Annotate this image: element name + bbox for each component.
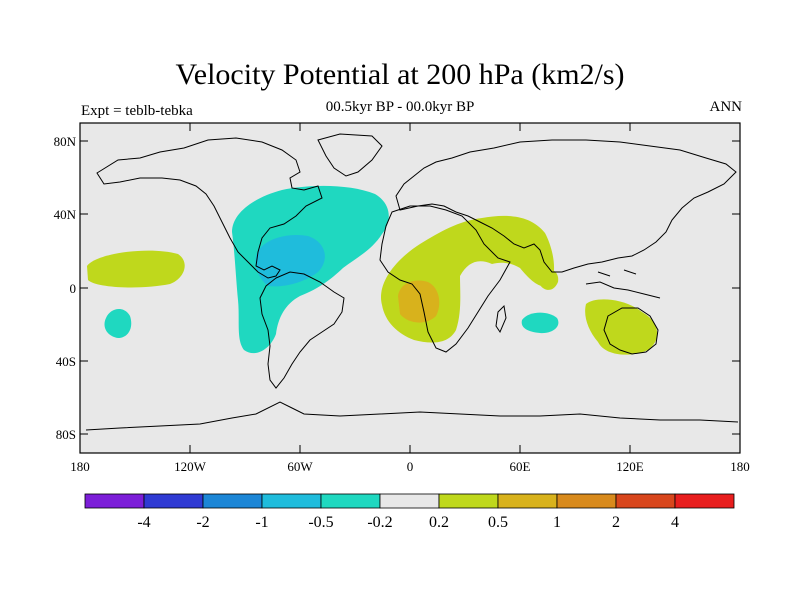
- season-label: ANN: [709, 99, 743, 115]
- colorbar-label: 2: [612, 514, 620, 531]
- colorbar-box: [556, 493, 617, 509]
- map-title: Velocity Potential at 200 hPa (km2/s): [175, 58, 625, 91]
- australia-coastline: [603, 307, 659, 355]
- coastlines: [85, 133, 739, 431]
- colorbar-box: [261, 493, 322, 509]
- australia-positive-region: [585, 299, 658, 355]
- lon-tick-label: 180: [70, 459, 90, 474]
- experiment-label: Expt = teblb-tebka: [81, 103, 193, 119]
- colorbar-label: -0.2: [367, 514, 392, 531]
- eurasia-coastline: [395, 139, 737, 273]
- caribbean-negative-core: [255, 234, 325, 287]
- lat-tick-label: 0: [70, 281, 77, 296]
- africa-coastline: [379, 205, 511, 353]
- south-pacific-negative-region: [104, 309, 132, 338]
- colorbar-label: -0.5: [308, 514, 333, 531]
- colorbar-label: 4: [671, 514, 679, 531]
- colorbar-box: [202, 493, 263, 509]
- madagascar-coastline: [495, 304, 507, 334]
- colorbar-box: [379, 493, 440, 509]
- colorbar-box: [143, 493, 204, 509]
- lat-tick-label: 80S: [56, 427, 76, 442]
- lon-tick-label: 60E: [510, 459, 531, 474]
- map-subtitle: 00.5kyr BP - 00.0kyr BP: [325, 99, 475, 115]
- lon-tick-label: 120W: [174, 459, 207, 474]
- lon-tick-label: 120E: [616, 459, 644, 474]
- colorbar-box: [615, 493, 676, 509]
- central-pacific-positive-region: [87, 250, 185, 288]
- colorbar-label: -2: [196, 514, 209, 531]
- indian-ocean-east-positive-region: [540, 268, 559, 290]
- colorbar-label: 1: [553, 514, 561, 531]
- lat-tick-label: 80N: [54, 134, 77, 149]
- south-america-coastline: [259, 271, 345, 389]
- lon-tick-marks: [189, 123, 631, 453]
- colorbar-label: 0.5: [488, 514, 508, 531]
- colorbar-box: [674, 493, 735, 509]
- colorbar-box: [84, 493, 145, 509]
- greenland-coastline: [317, 133, 383, 177]
- colorbar: [84, 493, 735, 509]
- lat-tick-marks: [80, 140, 740, 435]
- colorbar-box: [497, 493, 558, 509]
- lon-tick-label: 0: [407, 459, 414, 474]
- colorbar-label: 0.2: [429, 514, 449, 531]
- lon-tick-label: 180: [730, 459, 750, 474]
- north-america-coastline: [96, 137, 323, 279]
- africa-positive-core: [398, 280, 440, 323]
- colorbar-labels: -4 -2 -1 -0.5 -0.2 0.2 0.5 1 2 4: [137, 514, 679, 531]
- lat-tick-label: 40N: [54, 207, 77, 222]
- lon-tick-label: 60W: [287, 459, 313, 474]
- lat-tick-label: 40S: [56, 354, 76, 369]
- antarctica-coastline: [85, 401, 739, 431]
- colorbar-box: [320, 493, 381, 509]
- colorbar-label: -4: [137, 514, 150, 531]
- indonesia-coastline: [585, 269, 661, 299]
- indian-ocean-negative-region: [521, 312, 559, 334]
- colorbar-box: [438, 493, 499, 509]
- colorbar-label: -1: [255, 514, 268, 531]
